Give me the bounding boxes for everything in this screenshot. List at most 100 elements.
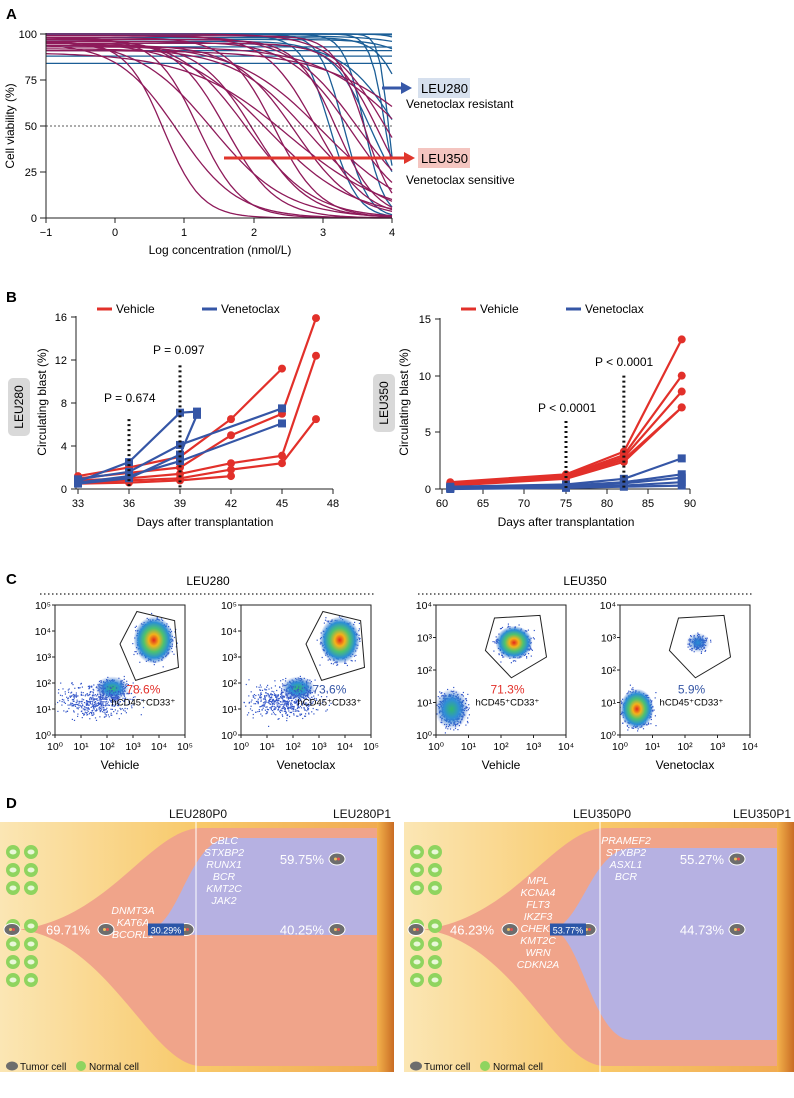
- sensitive-curve: [46, 42, 393, 218]
- founder-gene: KMT2C: [520, 935, 556, 947]
- normal-cell-nucleus: [431, 885, 439, 891]
- x-tick-label: 10²: [99, 741, 115, 753]
- b-left-ytick: 16: [55, 312, 67, 324]
- y-tick-label: 10⁰: [35, 730, 52, 742]
- b-left-axes: [71, 316, 334, 494]
- founder-gene: WRN: [525, 947, 550, 959]
- tumor-cell-nucleus: [413, 928, 416, 931]
- y-tick-label: 10⁵: [35, 600, 51, 612]
- b-right-plot: [446, 335, 686, 493]
- x-tick-label: 10¹: [73, 741, 89, 753]
- b-left-plot: [74, 314, 320, 489]
- c-group-left: LEU280: [186, 574, 230, 588]
- vehicle-point: [278, 364, 286, 373]
- vehicle-line: [77, 475, 232, 485]
- b-left-ytick: 12: [55, 355, 67, 367]
- normal-cell-nucleus: [9, 959, 17, 965]
- gate-percent: 71.3%: [490, 683, 524, 697]
- y-tick-label: 10⁴: [600, 600, 616, 612]
- subclone-gene: BCR: [615, 871, 638, 883]
- b-right-legend: Vehicle Venetoclax: [461, 302, 644, 316]
- y-tick-label: 10³: [417, 633, 433, 645]
- a-xtick: 4: [389, 227, 395, 239]
- subclone-gene: JAK2: [210, 895, 236, 907]
- founder-percent: 69.71%: [46, 923, 91, 938]
- normal-cell-nucleus: [431, 849, 439, 855]
- y-tick-label: 10⁰: [416, 730, 433, 742]
- founder-gene: KAT6A: [117, 917, 149, 929]
- sensitive-curve: [46, 44, 393, 213]
- vehicle-point: [278, 459, 286, 468]
- panel-a-axes: [40, 33, 393, 223]
- venetoclax-line: [450, 484, 682, 491]
- venetoclax-line: [450, 457, 683, 488]
- b-right-ytick: 10: [419, 371, 431, 383]
- normal-cell-nucleus: [9, 977, 17, 983]
- founder-gene: CHEK2: [520, 923, 555, 935]
- flow-xlabel: Vehicle: [101, 758, 140, 772]
- venetoclax-point: [176, 440, 184, 449]
- venetoclax-point: [278, 404, 286, 413]
- panel-c: C LEU280 LEU350 10⁰10⁰10¹10¹10²10²10³10³…: [6, 571, 758, 772]
- density-core: [319, 616, 361, 664]
- tumor-cell-nucleus: [588, 928, 591, 931]
- y-tick-label: 10⁴: [221, 626, 237, 638]
- normal-cell-nucleus: [413, 849, 421, 855]
- normal-cell-nucleus: [431, 923, 439, 929]
- sensitive-curve: [46, 33, 393, 138]
- b-right-xtick: 75: [560, 498, 572, 510]
- tumor-cell-nucleus: [337, 928, 340, 931]
- b-right-xtick: 85: [642, 498, 654, 510]
- panel-b: B Vehicle Venetoclax LEU280 Circulating …: [6, 289, 696, 529]
- a-ytick: 0: [31, 213, 37, 225]
- tumor-cell-nucleus: [737, 857, 740, 861]
- flow-events: [241, 615, 361, 727]
- legend-normal-label: Normal cell: [89, 1062, 139, 1073]
- venetoclax-point: [125, 458, 133, 467]
- panel-c-letter: C: [6, 571, 17, 588]
- normal-cell-nucleus: [413, 867, 421, 873]
- normal-cell-nucleus: [413, 959, 421, 965]
- x-tick-label: 10³: [311, 741, 327, 753]
- y-tick-label: 10⁴: [35, 626, 51, 638]
- gate-percent: 78.6%: [126, 683, 160, 697]
- b-right-ylabel: Circulating blast (%): [397, 348, 411, 455]
- a-xtick: 3: [320, 227, 326, 239]
- flow-frame: [240, 604, 372, 736]
- flow-xlabel: Venetoclax: [277, 758, 336, 772]
- a-xtick: 2: [251, 227, 257, 239]
- y-tick-label: 10¹: [36, 704, 52, 716]
- b-left-ytick: 4: [61, 441, 67, 453]
- a-ytick: 25: [25, 167, 37, 179]
- vehicle-point: [278, 451, 286, 460]
- normal-cell-nucleus: [9, 849, 17, 855]
- y-tick-label: 10³: [36, 652, 52, 664]
- flow-frame: [54, 604, 186, 736]
- gate-label: hCD45⁺CD33⁺: [111, 698, 175, 709]
- founder-gene: CDKN2A: [517, 959, 560, 971]
- vehicle-point: [677, 371, 686, 380]
- venetoclax-point: [176, 408, 184, 417]
- b-left-xtick: 39: [174, 498, 186, 510]
- panel-d-letter: D: [6, 795, 17, 812]
- x-tick-label: 10⁴: [558, 741, 574, 753]
- normal-cell-nucleus: [9, 885, 17, 891]
- b-left-ytick: 8: [61, 398, 67, 410]
- density-core: [495, 625, 533, 660]
- x-tick-label: 10⁰: [233, 741, 250, 753]
- normal-cell-nucleus: [27, 923, 35, 929]
- subclone-percent-box: [550, 923, 586, 936]
- normal-cell-nucleus: [413, 977, 421, 983]
- x-tick-label: 10³: [125, 741, 141, 753]
- founder-gene: DNMT3A: [111, 905, 154, 917]
- a-ytick: 100: [19, 29, 37, 41]
- y-tick-label: 10³: [222, 652, 238, 664]
- b-right-side-box: [373, 374, 395, 432]
- legend-vehicle: Vehicle: [116, 302, 155, 316]
- a-xtick: −1: [40, 227, 53, 239]
- density-core: [620, 688, 654, 730]
- legend-tumor-cell: [6, 1061, 18, 1071]
- subclone-gene: RUNX1: [206, 859, 242, 871]
